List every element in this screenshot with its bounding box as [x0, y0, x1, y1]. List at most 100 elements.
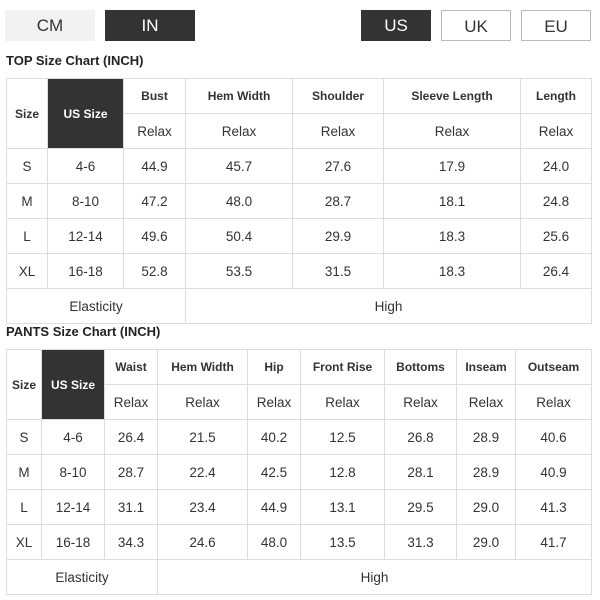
table-row: S 4-6 26.4 21.5 40.2 12.5 26.8 28.9 40.6 — [6, 419, 592, 455]
table-cell: Hem Width — [185, 78, 293, 114]
table-cell: Shoulder — [292, 78, 384, 114]
table-cell: Relax — [157, 384, 248, 420]
table-cell: Relax — [515, 384, 592, 420]
table-row: Size US Size Bust Hem Width Shoulder Sleeve L… — [6, 78, 592, 149]
table-cell: 40.6 — [515, 419, 592, 455]
table-cell: 13.1 — [300, 489, 385, 525]
size-table: Size US Size Bust Hem Width Shoulder Sleeve L… — [6, 78, 592, 324]
table-row: Relax Relax Relax Relax Relax — [7, 113, 592, 149]
table-cell: Elasticity — [6, 288, 186, 324]
table-cell: Outseam — [515, 349, 592, 385]
table-cell: 40.2 — [247, 419, 301, 455]
unit-button[interactable]: IN — [105, 10, 195, 41]
table-cell: 41.3 — [515, 489, 592, 525]
table-cell: Length — [520, 78, 592, 114]
table-cell: 18.3 — [383, 218, 521, 254]
table-cell: 34.3 — [104, 524, 158, 560]
table-cell: 16-18 — [41, 524, 105, 560]
table-title: TOP Size Chart (INCH) — [6, 53, 144, 68]
table-cell: 29.9 — [292, 218, 384, 254]
table-cell: 13.5 — [300, 524, 385, 560]
table-cell: 21.5 — [157, 419, 248, 455]
table-cell: Relax — [247, 384, 301, 420]
table-cell: 29.0 — [456, 524, 516, 560]
table-cell: US Size — [41, 349, 105, 420]
table-cell: XL — [6, 253, 48, 289]
table-row: XL 16-18 34.3 24.6 48.0 13.5 31.3 29.0 41.7 — [6, 524, 592, 560]
table-cell: 31.1 — [104, 489, 158, 525]
table-cell: Front Rise — [300, 349, 385, 385]
table-cell: Bottoms — [384, 349, 457, 385]
table-cell: 28.1 — [384, 454, 457, 490]
table-cell: 49.6 — [123, 218, 186, 254]
table-cell: 24.6 — [157, 524, 248, 560]
table-cell: 50.4 — [185, 218, 293, 254]
table-cell: Elasticity — [6, 559, 158, 595]
table-cell: Relax — [384, 384, 457, 420]
table-cell: US Size — [47, 78, 124, 149]
table-cell: 41.7 — [515, 524, 592, 560]
table-cell: High — [185, 288, 592, 324]
table-cell: 23.4 — [157, 489, 248, 525]
table-cell: 26.8 — [384, 419, 457, 455]
table-cell: 48.0 — [185, 183, 293, 219]
table-cell: Relax — [300, 384, 385, 420]
table-cell: M — [6, 454, 42, 490]
table-cell: 12-14 — [41, 489, 105, 525]
table-cell: 44.9 — [247, 489, 301, 525]
table-cell: 45.7 — [185, 148, 293, 184]
table-row: Size US Size Waist Hem Width Hip Front Rise Bo… — [6, 349, 592, 420]
table-cell: 18.1 — [383, 183, 521, 219]
table-cell: 24.0 — [520, 148, 592, 184]
table-cell: 40.9 — [515, 454, 592, 490]
unit-button[interactable]: CM — [5, 10, 95, 41]
table-cell: 27.6 — [292, 148, 384, 184]
region-button[interactable]: EU — [521, 10, 591, 41]
table-row: Relax Relax Relax Relax Relax Relax Relax — [7, 384, 592, 420]
table-cell: 12-14 — [47, 218, 124, 254]
table-cell: Hip — [247, 349, 301, 385]
table-cell: 12.8 — [300, 454, 385, 490]
table-cell: 53.5 — [185, 253, 293, 289]
table-cell: Inseam — [456, 349, 516, 385]
table-cell: Hem Width — [157, 349, 248, 385]
table-row: Elasticity High — [6, 559, 592, 595]
table-cell: Relax — [456, 384, 516, 420]
table-cell: Relax — [292, 113, 384, 149]
table-cell: 31.3 — [384, 524, 457, 560]
table-cell: 28.7 — [292, 183, 384, 219]
table-cell: Relax — [383, 113, 521, 149]
table-cell: Sleeve Length — [383, 78, 521, 114]
table-cell: 28.9 — [456, 419, 516, 455]
table-cell: Relax — [520, 113, 592, 149]
table-cell: Relax — [185, 113, 293, 149]
table-row: Elasticity High — [6, 288, 592, 324]
table-cell: 26.4 — [104, 419, 158, 455]
table-cell: Size — [6, 349, 42, 420]
table-cell: High — [157, 559, 592, 595]
table-cell: S — [6, 148, 48, 184]
table-cell: 8-10 — [41, 454, 105, 490]
table-cell: 24.8 — [520, 183, 592, 219]
table-cell: Waist — [104, 349, 158, 385]
table-cell: 28.9 — [456, 454, 516, 490]
region-button[interactable]: UK — [441, 10, 511, 41]
table-cell: 31.5 — [292, 253, 384, 289]
table-row: L 12-14 49.6 50.4 29.9 18.3 25.6 — [6, 218, 592, 254]
table-cell: 29.5 — [384, 489, 457, 525]
table-cell: 25.6 — [520, 218, 592, 254]
table-cell: 17.9 — [383, 148, 521, 184]
table-cell: Bust — [123, 78, 186, 114]
table-row: L 12-14 31.1 23.4 44.9 13.1 29.5 29.0 41.3 — [6, 489, 592, 525]
table-cell: 8-10 — [47, 183, 124, 219]
table-cell: 4-6 — [47, 148, 124, 184]
table-cell: 26.4 — [520, 253, 592, 289]
table-cell: Size — [6, 78, 48, 149]
table-cell: 22.4 — [157, 454, 248, 490]
table-cell: 44.9 — [123, 148, 186, 184]
table-cell: 28.7 — [104, 454, 158, 490]
table-cell: 42.5 — [247, 454, 301, 490]
table-cell: 12.5 — [300, 419, 385, 455]
region-button[interactable]: US — [361, 10, 431, 41]
